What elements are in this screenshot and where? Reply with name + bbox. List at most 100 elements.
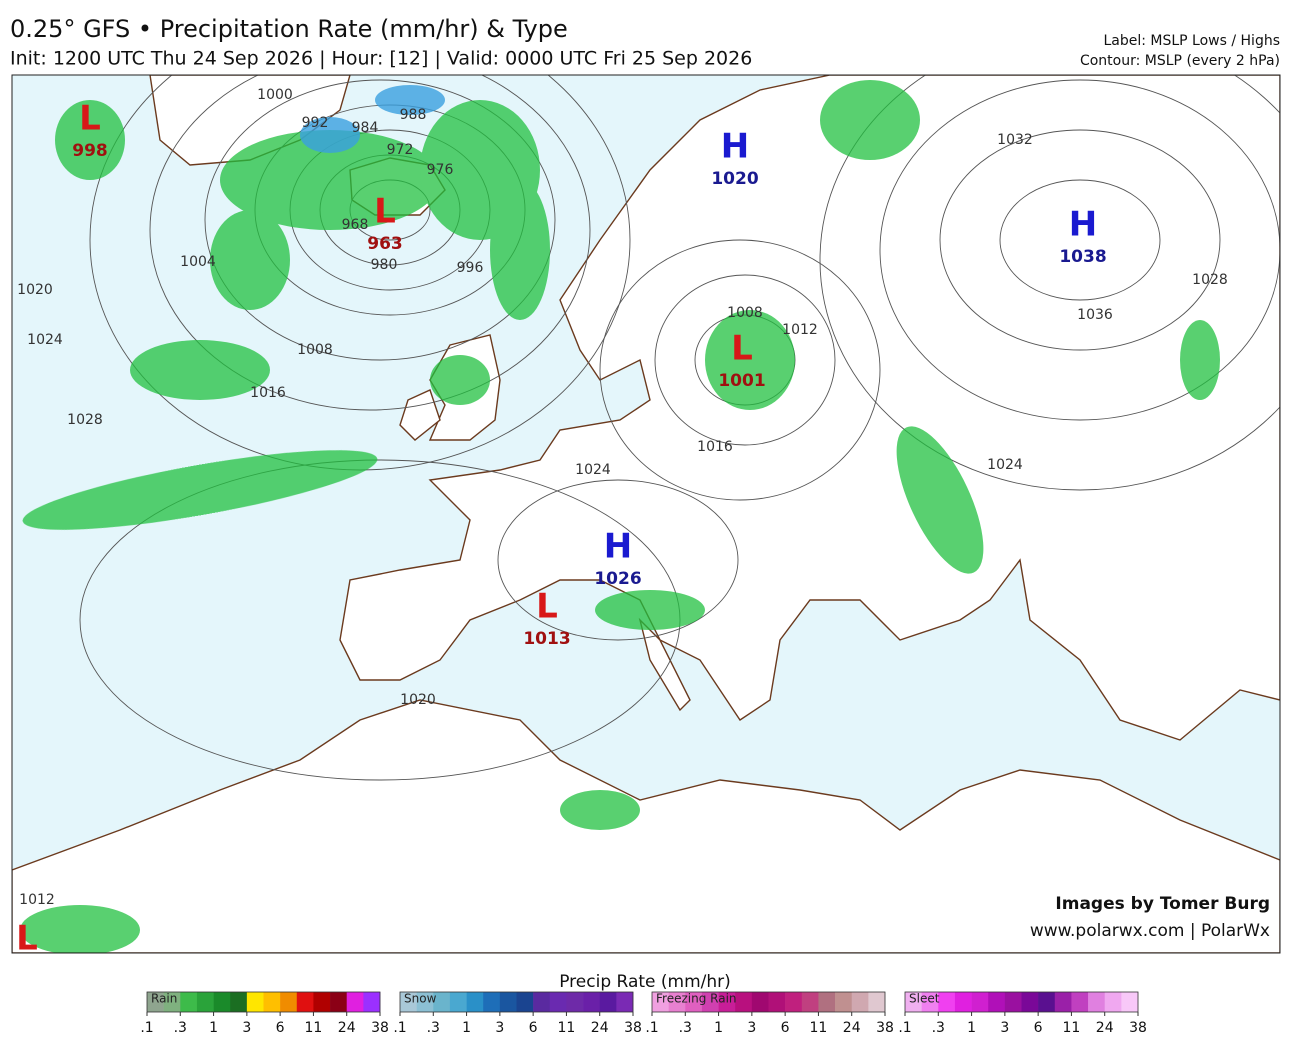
color-swatch (718, 992, 736, 1012)
color-swatch (1004, 992, 1022, 1012)
ireland (399, 389, 441, 441)
center-value: 1013 (523, 629, 570, 649)
isobar-label: 1016 (250, 385, 286, 401)
label-note: Label: MSLP Lows / Highs (1103, 33, 1280, 49)
tick-label: 1 (714, 1020, 723, 1036)
tick-label: 38 (1129, 1020, 1147, 1036)
color-swatch (583, 992, 601, 1012)
tick-label: 6 (781, 1020, 790, 1036)
color-swatch (768, 992, 786, 1012)
color-swatch (196, 992, 214, 1012)
bar-name: Freezing Rain (656, 992, 737, 1006)
bar-frame (146, 991, 381, 1013)
isobar-label: 980 (371, 257, 398, 273)
isobar-label: 1020 (400, 692, 436, 708)
color-swatch (566, 992, 584, 1012)
tick-label: .3 (427, 1020, 440, 1036)
tick-label: 6 (529, 1020, 538, 1036)
color-swatch (330, 992, 348, 1012)
tick-label: 1 (209, 1020, 218, 1036)
land (12, 75, 1280, 953)
tick-label: 3 (242, 1020, 251, 1036)
africa-arabia (12, 699, 1280, 953)
center-symbol: H (721, 127, 749, 167)
color-swatch (533, 992, 551, 1012)
color-swatch (499, 992, 517, 1012)
color-swatch (483, 992, 501, 1012)
isobar-label: 968 (342, 217, 369, 233)
isobar-labels: 1000 992 984 988 972 976 968 980 996 1004 1020 1024… (17, 87, 1228, 908)
color-swatch (701, 992, 719, 1012)
bar-frame (399, 991, 634, 1013)
bar-name: Snow (404, 992, 437, 1006)
color-swatch (363, 992, 381, 1012)
isobar-label: 972 (387, 142, 414, 158)
isobar-label: 988 (400, 107, 427, 123)
bar-frame (651, 991, 886, 1013)
isobar-label: 976 (427, 162, 454, 178)
isobar-label: 1028 (1192, 272, 1228, 288)
tick-label: .1 (393, 1020, 406, 1036)
isobar-label: 1004 (180, 254, 216, 270)
color-swatch (868, 992, 886, 1012)
tick-label: 6 (276, 1020, 285, 1036)
isobar-label: 1024 (575, 462, 611, 478)
isobar-label: 992 (302, 115, 329, 131)
credit: Images by Tomer Burg (1055, 894, 1270, 914)
color-swatch (599, 992, 617, 1012)
color-swatch (246, 992, 264, 1012)
color-swatch (416, 992, 434, 1012)
tick-label: 3 (1000, 1020, 1009, 1036)
color-swatch (835, 992, 853, 1012)
tick-label: 24 (591, 1020, 609, 1036)
center-symbol: L (731, 329, 753, 369)
tick-label: 3 (747, 1020, 756, 1036)
color-swatch (851, 992, 869, 1012)
contour-note: Contour: MSLP (every 2 hPa) (1080, 53, 1280, 69)
isobar-label: 984 (352, 120, 379, 136)
center-value: 998 (72, 141, 108, 161)
color-swatch (1038, 992, 1056, 1012)
subtitle: Init: 1200 UTC Thu 24 Sep 2026 | Hour: [… (10, 48, 752, 70)
color-swatch (346, 992, 364, 1012)
tick-label: 1 (967, 1020, 976, 1036)
tick-label: 24 (1096, 1020, 1114, 1036)
color-swatch (1021, 992, 1039, 1012)
bar-name: Sleet (909, 992, 940, 1006)
tick-label: .3 (174, 1020, 187, 1036)
tick-label: 6 (1034, 1020, 1043, 1036)
isobar-label: 1028 (67, 412, 103, 428)
color-swatch (905, 992, 922, 1012)
tick-label: 11 (558, 1020, 576, 1036)
map-frame (11, 74, 1281, 954)
isobar-label: 1000 (257, 87, 293, 103)
color-swatch (230, 992, 248, 1012)
color-swatch (213, 992, 231, 1012)
color-swatch (668, 992, 686, 1012)
italy (638, 617, 691, 712)
color-swatch (751, 992, 769, 1012)
color-swatch (785, 992, 803, 1012)
center-symbol: L (79, 99, 101, 139)
title: 0.25° GFS • Precipitation Rate (mm/hr) &… (10, 15, 568, 43)
color-swatch (263, 992, 281, 1012)
color-swatch (433, 992, 451, 1012)
isobar-label: 1012 (19, 892, 55, 908)
center-value: 1001 (718, 371, 765, 391)
color-swatch (516, 992, 534, 1012)
tick-label: .3 (679, 1020, 692, 1036)
tick-label: 38 (624, 1020, 642, 1036)
color-swatch (449, 992, 467, 1012)
legend-title: Precip Rate (mm/hr) (559, 972, 731, 992)
color-swatch (735, 992, 753, 1012)
center-symbol: H (604, 527, 632, 567)
isobar-label: 1024 (27, 332, 63, 348)
snow (300, 85, 445, 153)
isobar-label: 1020 (17, 282, 53, 298)
center-symbol: L (374, 192, 396, 232)
isobar-label: 1016 (697, 439, 733, 455)
tick-label: .1 (645, 1020, 658, 1036)
tick-label: .1 (898, 1020, 911, 1036)
